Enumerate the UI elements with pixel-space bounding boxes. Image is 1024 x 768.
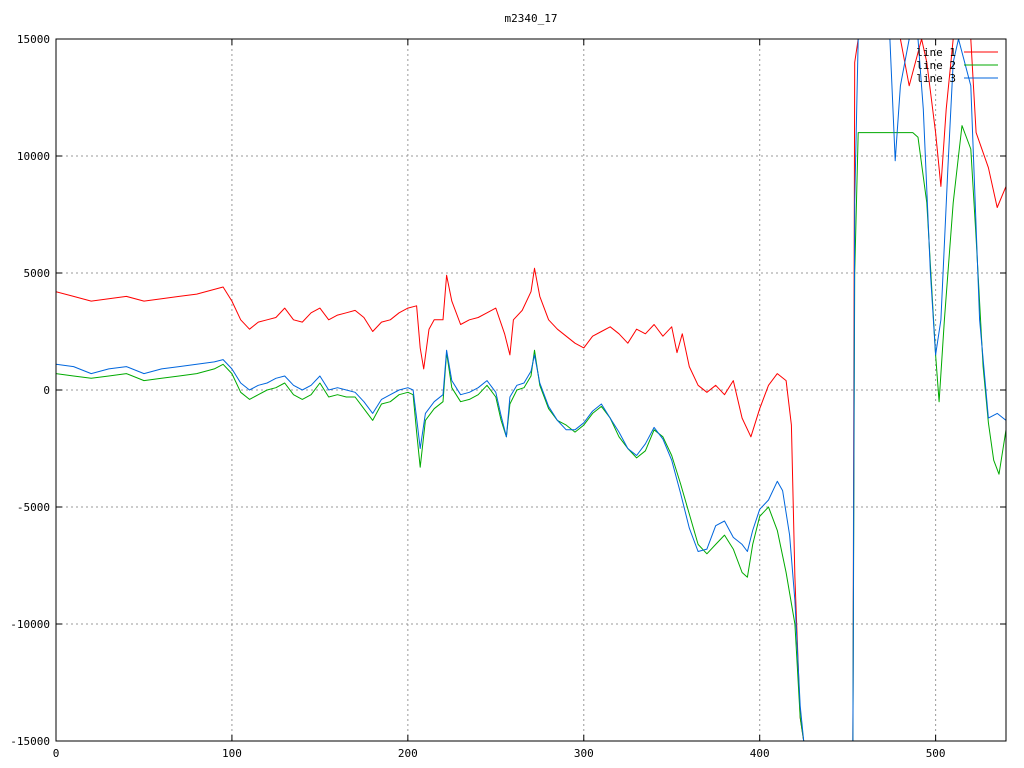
y-tick-label: -15000 bbox=[10, 735, 50, 748]
y-tick-label: 0 bbox=[43, 384, 50, 397]
legend-label-1: line 1 bbox=[916, 46, 956, 59]
axis-ticks: -15000 -10000 -5000 0 5000 10000 15000 0 100 200 3… bbox=[10, 33, 1006, 760]
x-tick-label: 100 bbox=[222, 747, 242, 760]
legend-label-3: line 3 bbox=[916, 72, 956, 85]
x-tick-label: 300 bbox=[574, 747, 594, 760]
y-tick-label: 15000 bbox=[17, 33, 50, 46]
y-tick-label: -10000 bbox=[10, 618, 50, 631]
x-tick-label: 0 bbox=[53, 747, 60, 760]
y-tick-label: -5000 bbox=[17, 501, 50, 514]
series-line-3 bbox=[56, 39, 1006, 741]
chart-title: m2340_17 bbox=[505, 12, 558, 25]
series-group bbox=[56, 39, 1006, 741]
y-tick-label: 10000 bbox=[17, 150, 50, 163]
x-tick-label: 400 bbox=[750, 747, 770, 760]
grid bbox=[56, 39, 1006, 741]
series-line-2 bbox=[56, 125, 1006, 741]
x-tick-label: 200 bbox=[398, 747, 418, 760]
legend-label-2: line 2 bbox=[916, 59, 956, 72]
x-tick-label: 500 bbox=[926, 747, 946, 760]
y-tick-label: 5000 bbox=[24, 267, 51, 280]
